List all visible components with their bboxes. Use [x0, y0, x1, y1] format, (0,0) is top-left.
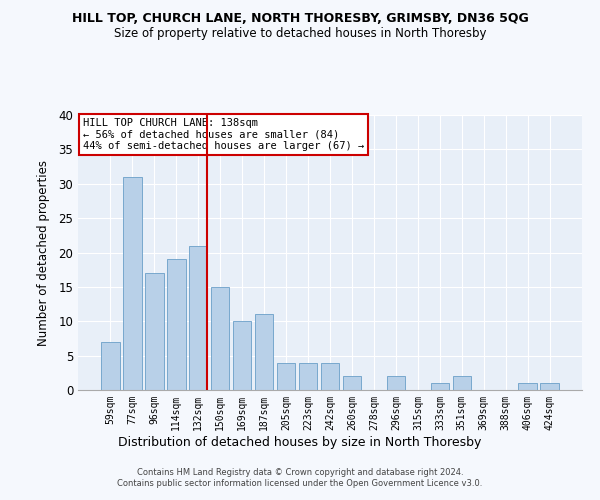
Bar [255, 314, 274, 390]
Bar [452, 376, 471, 390]
Bar [145, 273, 164, 390]
Bar [386, 376, 405, 390]
Bar [101, 342, 119, 390]
Bar [233, 322, 251, 390]
Bar [431, 383, 449, 390]
Text: HILL TOP CHURCH LANE: 138sqm
← 56% of detached houses are smaller (84)
44% of se: HILL TOP CHURCH LANE: 138sqm ← 56% of de… [83, 118, 364, 151]
Bar [343, 376, 361, 390]
Text: Contains HM Land Registry data © Crown copyright and database right 2024.
Contai: Contains HM Land Registry data © Crown c… [118, 468, 482, 487]
Bar [541, 383, 559, 390]
Bar [211, 287, 229, 390]
Bar [320, 362, 340, 390]
Bar [518, 383, 537, 390]
Bar [277, 362, 295, 390]
Text: Size of property relative to detached houses in North Thoresby: Size of property relative to detached ho… [114, 28, 486, 40]
Y-axis label: Number of detached properties: Number of detached properties [37, 160, 50, 346]
Bar [167, 260, 185, 390]
Bar [189, 246, 208, 390]
Text: Distribution of detached houses by size in North Thoresby: Distribution of detached houses by size … [118, 436, 482, 449]
Bar [299, 362, 317, 390]
Bar [123, 177, 142, 390]
Text: HILL TOP, CHURCH LANE, NORTH THORESBY, GRIMSBY, DN36 5QG: HILL TOP, CHURCH LANE, NORTH THORESBY, G… [71, 12, 529, 26]
